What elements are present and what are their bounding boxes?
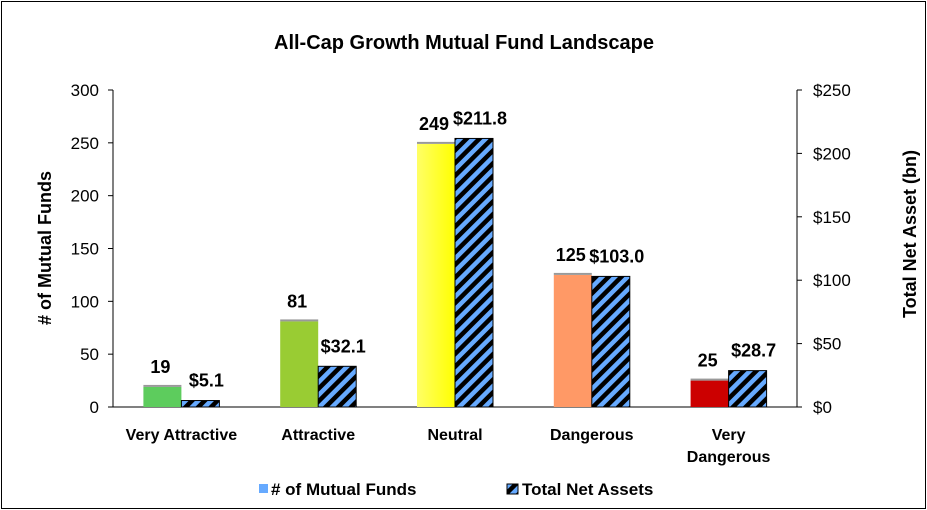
category-label: Attractive [281,427,355,444]
data-label-net-assets: $103.0 [589,246,644,266]
left-axis-tick-label: 250 [71,134,99,153]
legend-label-mutual-funds: # of Mutual Funds [271,480,416,499]
bar-mutual-funds [417,143,455,407]
bar-mutual-funds [553,274,592,407]
right-axis-tick-label: $150 [813,208,851,227]
legend: # of Mutual Funds Total Net Assets [259,480,653,499]
data-label-net-assets: $28.7 [731,341,776,361]
data-label-mutual-funds: 125 [556,245,586,265]
data-label-mutual-funds: 81 [287,291,307,311]
data-label-net-assets: $5.1 [189,371,224,391]
right-axis-tick-label: $200 [813,144,851,163]
data-label-net-assets: $211.8 [453,108,507,128]
category-label: Dangerous [687,449,771,466]
category-label: Dangerous [550,427,634,444]
bar-net-assets [591,275,631,408]
bar-mutual-funds-top [143,384,182,387]
legend-swatch-net-assets [506,483,519,495]
right-axis-title: Total Net Asset (bn) [900,150,920,318]
data-label-mutual-funds: 249 [419,114,449,134]
bar-mutual-funds-top [690,378,729,381]
legend-swatch-mutual-funds [259,484,268,493]
left-axis-tick-label: 100 [71,292,99,311]
bar-net-assets [454,137,494,408]
bar-net-assets [728,370,768,408]
bar-mutual-funds [280,321,319,407]
data-label-mutual-funds: 19 [150,357,170,377]
right-axis-tick-label: $0 [813,398,832,417]
right-axis-tick-label: $100 [813,271,851,290]
plot-area: 0 50 100 150 200 250 300 $0 $50 $100 $150 $200 $250 #… [35,81,920,466]
bar-mutual-funds-top [417,141,455,144]
left-axis-tick-label: 150 [71,240,99,259]
bar-mutual-funds [143,386,182,407]
right-axis-tick-label: $250 [813,81,851,100]
left-axis-tick-label: 0 [90,398,99,417]
legend-label-net-assets: Total Net Assets [522,480,653,499]
category-label: Very Attractive [126,427,238,444]
category-label: Very [712,427,746,444]
bar-mutual-funds-top [280,319,319,322]
left-axis-tick-label: 300 [71,81,99,100]
data-label-net-assets: $32.1 [321,336,366,356]
bar-net-assets [317,365,357,408]
chart-title: All-Cap Growth Mutual Fund Landscape [274,32,654,54]
left-axis-tick-label: 50 [80,345,99,364]
bar-mutual-funds-top [553,272,592,275]
right-axis-tick-label: $50 [813,335,841,354]
data-label-mutual-funds: 25 [698,351,718,371]
category-label: Neutral [427,427,482,444]
bar-mutual-funds [690,380,729,407]
bar-net-assets [180,400,220,408]
left-axis-tick-label: 200 [71,187,99,206]
left-axis-title: # of Mutual Funds [35,171,55,325]
